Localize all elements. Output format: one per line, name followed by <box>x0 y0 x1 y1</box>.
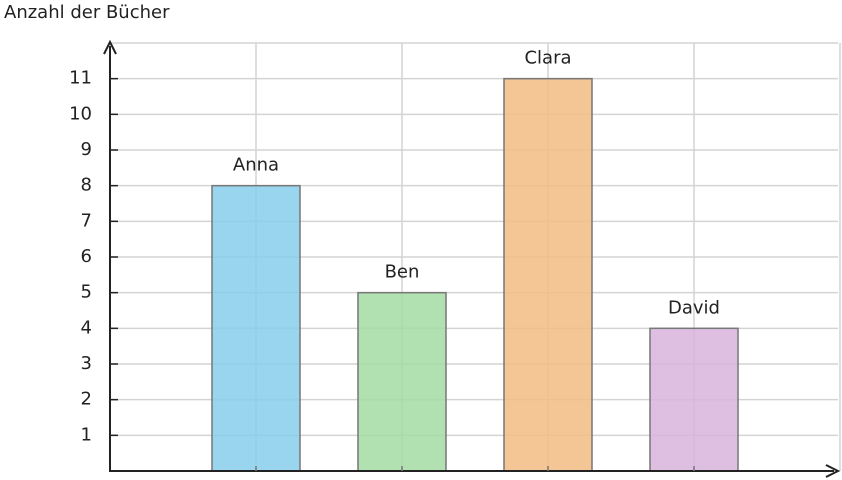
bar-label: Ben <box>385 262 420 283</box>
y-tick-label: 8 <box>81 175 92 196</box>
bar <box>503 77 593 472</box>
y-tick-label: 4 <box>81 317 92 338</box>
y-axis-arrow <box>103 39 117 55</box>
y-tick-label: 2 <box>81 389 92 410</box>
y-axis-label: Anzahl der Bücher <box>4 2 170 23</box>
y-tick-label: 10 <box>69 103 92 124</box>
bar-label: David <box>668 297 720 318</box>
bar <box>357 291 447 472</box>
y-tick-label: 7 <box>81 210 92 231</box>
x-axis-arrow <box>825 464 841 478</box>
axes: 1 2 3 4 5 6 7 8 9 10 11 <box>69 39 841 478</box>
y-tick-label: 11 <box>69 68 92 89</box>
y-tick-label: 3 <box>81 353 92 374</box>
y-tick-label: 1 <box>81 424 92 445</box>
y-tick-label: 5 <box>81 282 92 303</box>
bars: Anna Ben Clara David <box>211 48 739 472</box>
bar-label: Clara <box>524 48 571 69</box>
y-tick-label: 9 <box>81 139 92 160</box>
y-tick-label: 6 <box>81 246 92 267</box>
bar-label: Anna <box>233 155 279 176</box>
bar <box>649 327 739 472</box>
bar <box>211 184 301 472</box>
